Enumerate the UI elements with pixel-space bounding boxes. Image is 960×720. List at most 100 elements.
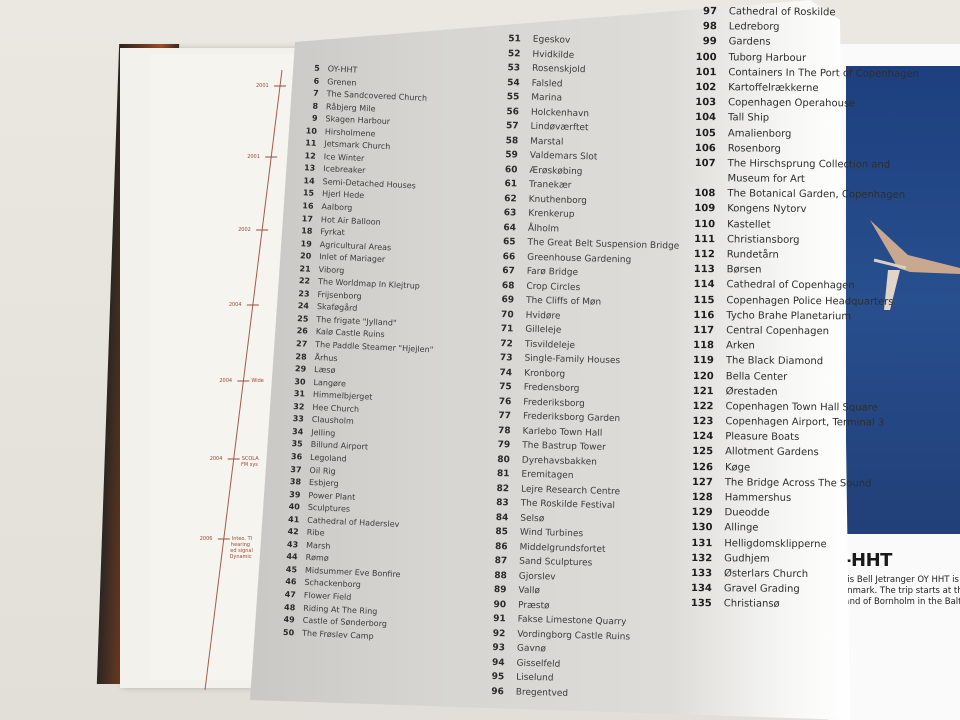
page-number: 128 [691,492,713,504]
page-number: 132 [691,552,713,564]
entry-title: Rundetårn [726,249,779,261]
page-number: 112 [693,249,715,261]
timeline-year: 2004 [228,302,242,308]
page-number: 53 [507,63,521,74]
entry-title: Bregentved [515,687,569,699]
page-number: 115 [693,294,715,306]
page-number: 50 [282,627,295,637]
page-number: 99 [702,36,717,48]
page-number: 79 [497,440,511,451]
entry-title: Allotment Gardens [725,446,819,459]
entry-title: Clausholm [311,415,354,427]
entry-title: Rosenskjold [531,63,586,76]
timeline-note: ed signal [230,548,253,554]
page-number: 39 [289,489,301,500]
entry-title: Tall Ship [727,112,770,124]
entry-title: Falsled [531,78,563,90]
timeline-year: 2004 [219,378,233,384]
entry-title: Copenhagen Operahouse [728,97,856,110]
page-number: 16 [302,201,314,211]
page-number: 6 [313,76,320,86]
entry-title: Christiansborg [726,234,800,246]
entry-title: Viborg [318,264,345,275]
page-number: 93 [492,642,506,654]
page-number: 122 [692,400,714,413]
page-number: 18 [301,226,313,236]
page-number: 26 [296,326,309,337]
entry-title: Museum for Art [727,173,805,186]
entry-title: Ledreborg [728,21,780,33]
entry-title: Copenhagen Police Headquarters [726,294,894,308]
caption-line: enmark. The trip starts at the [842,586,960,596]
page-number: 62 [504,193,517,204]
page-number: 95 [491,671,505,683]
entry-title: Tuborg Harbour [728,51,807,64]
caption-line: his Bell Jetranger OY HHT is t [842,575,960,585]
entry-title: Copenhagen Town Hall Square [725,401,878,414]
entry-title: Skagen Harbour [325,114,391,127]
page-number: 84 [495,512,509,523]
page-number: 114 [693,279,715,291]
page-number: 126 [692,461,714,473]
entry-title: Fyrkat [320,227,345,238]
entry-title: The Frøslev Camp [301,628,374,641]
page-number: 129 [691,507,713,519]
page-number: 92 [492,628,506,639]
entry-title: Kronborg [523,368,566,380]
entry-title: Ålholm [527,223,560,235]
page-number: 80 [497,454,510,465]
entry-title: Hee Church [312,402,360,414]
page-number: 85 [495,526,509,538]
page-number: 48 [283,602,296,612]
page-number: 49 [283,614,295,625]
entry-title: Schackenborg [304,578,361,590]
page-number: 42 [287,527,299,537]
page-number: 24 [297,301,310,312]
page-number: 105 [694,127,716,139]
page-number: 130 [691,522,713,534]
entry-title: Frijsenborg [317,289,362,301]
page-number: 31 [293,389,306,399]
caption-text: his Bell Jetranger OY HHT is t enmark. T… [842,575,960,608]
entry-title: The Botanical Garden, Copenhagen [727,188,906,202]
page-number: 91 [493,613,506,625]
timeline-note: FM sys [240,462,258,468]
page-number: 23 [298,289,310,299]
page-number: 116 [693,309,715,321]
entry-title: Hirsholmene [324,126,376,139]
page-number: 98 [702,21,717,33]
page-number: 111 [694,233,716,246]
page-number: 100 [695,51,717,63]
timeline-note: Wide [251,378,264,384]
entry-title: Dueodde [724,507,770,519]
page-number: 64 [503,222,517,233]
page-number: 41 [287,514,300,525]
page-number: 47 [284,589,297,600]
page-number: 70 [500,309,514,320]
page-number: 106 [694,142,716,154]
entry-title: Helligdomsklipperne [724,537,827,550]
entry-title: Crop Circles [526,281,581,293]
entry-title: Ribe [306,528,325,538]
entry-title: Kastellet [727,218,771,231]
page-number: 123 [692,416,714,428]
entry-title: Hjerl Hede [321,189,365,201]
entry-title: Skaføgård [316,302,358,314]
entry-title: Frederiksborg Garden [522,411,621,425]
page-number: 68 [501,280,515,291]
entry-title: Oil Rig [309,465,336,476]
entry-title: Sculptures [307,502,351,514]
page-number: 28 [295,351,307,362]
page-number: 69 [501,295,515,306]
entry-title: Gjorslev [518,571,556,583]
entry-title: Gilleleje [525,324,562,336]
page-number: 19 [300,238,313,249]
entry-title: Wind Turbines [519,527,584,540]
page-number: 118 [693,340,715,352]
entry-title: Gardens [728,36,771,49]
page-number: 27 [295,339,308,349]
page-number: 7 [312,88,319,98]
entry-title: Ørestaden [725,385,778,398]
entry-title: Børsen [726,264,762,276]
page-number: 127 [691,476,713,489]
